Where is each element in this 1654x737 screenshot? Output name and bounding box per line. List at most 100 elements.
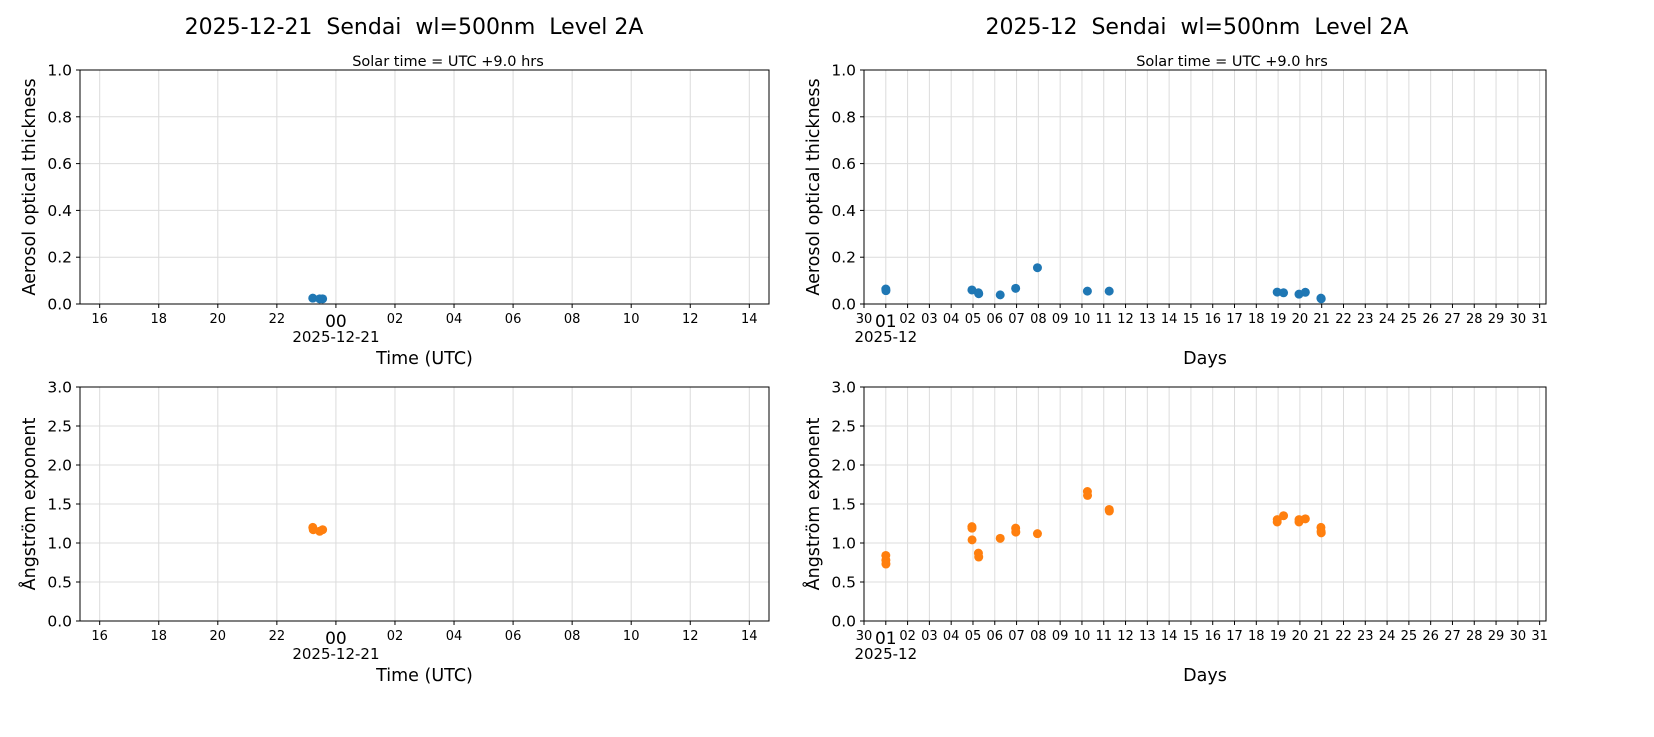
x-tick-label: 21 (1313, 629, 1330, 644)
x-tick-label: 12 (1117, 629, 1134, 644)
y-tick-label: 1.5 (831, 496, 856, 514)
data-point (308, 293, 318, 303)
x-tick-label: 15 (1183, 629, 1200, 644)
x-tick-label: 30 (856, 312, 873, 327)
x-axis-label: Days (1183, 349, 1227, 369)
x-tick-label: 08 (564, 312, 581, 327)
x-date-label: 2025-12-21 (292, 328, 379, 346)
x-tick-label: 15 (1183, 312, 1200, 327)
x-tick-label: 26 (1422, 629, 1439, 644)
data-point (1316, 528, 1326, 538)
x-tick-label: 13 (1139, 312, 1156, 327)
x-tick-label: 21 (1313, 312, 1330, 327)
y-tick-label: 0.2 (47, 249, 72, 267)
x-tick-label: 07 (1008, 312, 1025, 327)
x-tick-label: 04 (943, 629, 960, 644)
y-axis-label: Aerosol optical thickness (804, 78, 824, 295)
x-tick-label: 16 (91, 629, 108, 644)
x-tick-label: 01 (875, 629, 897, 649)
right-column-title: 2025-12 Sendai wl=500nm Level 2A (986, 15, 1409, 40)
x-tick-label: 18 (150, 629, 167, 644)
x-tick-label: 30 (856, 629, 873, 644)
x-tick-label: 19 (1270, 629, 1287, 644)
y-tick-label: 1.0 (47, 535, 72, 553)
y-tick-label: 2.5 (831, 418, 856, 436)
x-tick-label: 04 (943, 312, 960, 327)
x-tick-label: 08 (1030, 312, 1047, 327)
x-tick-label: 27 (1444, 629, 1461, 644)
x-tick-label: 04 (446, 629, 463, 644)
y-tick-label: 1.0 (831, 535, 856, 553)
x-tick-label: 18 (1248, 629, 1265, 644)
x-tick-label: 10 (623, 312, 640, 327)
data-point (995, 533, 1005, 543)
x-tick-label: 09 (1052, 629, 1069, 644)
y-axis-label: Ångström exponent (802, 418, 824, 591)
x-tick-label: 16 (91, 312, 108, 327)
y-tick-label: 0.6 (47, 155, 72, 173)
x-tick-label: 22 (1335, 629, 1352, 644)
x-tick-label: 23 (1357, 629, 1374, 644)
x-date-label: 2025-12 (854, 645, 917, 663)
x-tick-label: 09 (1052, 312, 1069, 327)
x-tick-label: 24 (1379, 312, 1396, 327)
x-tick-label: 13 (1139, 629, 1156, 644)
x-tick-label: 06 (505, 312, 522, 327)
y-tick-label: 3.0 (831, 379, 856, 397)
x-tick-label: 00 (325, 312, 347, 332)
y-tick-label: 3.0 (47, 379, 72, 397)
y-tick-label: 0.2 (831, 249, 856, 267)
y-tick-label: 0.8 (47, 108, 72, 126)
x-tick-label: 22 (1335, 312, 1352, 327)
x-date-label: 2025-12-21 (292, 645, 379, 663)
x-tick-label: 05 (965, 629, 982, 644)
data-point (967, 535, 977, 545)
x-tick-label: 20 (1292, 312, 1309, 327)
data-point (1032, 529, 1042, 539)
y-tick-label: 0.4 (831, 202, 856, 220)
x-tick-label: 25 (1401, 629, 1418, 644)
plot-frame (79, 69, 770, 305)
y-axis-label: Aerosol optical thickness (20, 78, 40, 295)
y-tick-label: 0.0 (47, 613, 72, 631)
x-tick-label: 20 (210, 312, 227, 327)
y-tick-label: 1.5 (47, 496, 72, 514)
data-point (1032, 263, 1042, 273)
x-tick-label: 03 (921, 312, 938, 327)
x-tick-label: 28 (1466, 629, 1483, 644)
x-tick-label: 31 (1531, 312, 1548, 327)
y-tick-label: 1.0 (831, 62, 856, 80)
x-tick-label: 12 (682, 312, 699, 327)
y-tick-label: 1.0 (47, 62, 72, 80)
x-tick-label: 10 (1074, 629, 1091, 644)
x-tick-label: 00 (325, 629, 347, 649)
data-point (974, 289, 984, 299)
y-tick-label: 2.0 (47, 457, 72, 475)
data-point (967, 523, 977, 533)
x-tick-label: 16 (1204, 312, 1221, 327)
y-tick-label: 0.5 (831, 574, 856, 592)
x-tick-label: 29 (1488, 312, 1505, 327)
data-point (881, 559, 891, 569)
data-point (318, 294, 328, 304)
data-point (1279, 288, 1289, 298)
x-tick-label: 22 (269, 312, 286, 327)
x-tick-label: 07 (1008, 629, 1025, 644)
x-tick-label: 10 (1074, 312, 1091, 327)
data-point (1104, 506, 1114, 516)
x-tick-label: 14 (741, 312, 758, 327)
y-tick-label: 0.5 (47, 574, 72, 592)
x-axis-label: Time (UTC) (375, 666, 473, 686)
x-tick-label: 20 (1292, 629, 1309, 644)
x-tick-label: 10 (623, 629, 640, 644)
data-point (1083, 490, 1093, 500)
x-tick-label: 25 (1401, 312, 1418, 327)
x-tick-label: 05 (965, 312, 982, 327)
x-tick-label: 29 (1488, 629, 1505, 644)
y-axis-label: Ångström exponent (18, 418, 40, 591)
x-tick-label: 12 (1117, 312, 1134, 327)
x-tick-label: 19 (1270, 312, 1287, 327)
y-tick-label: 0.8 (831, 108, 856, 126)
